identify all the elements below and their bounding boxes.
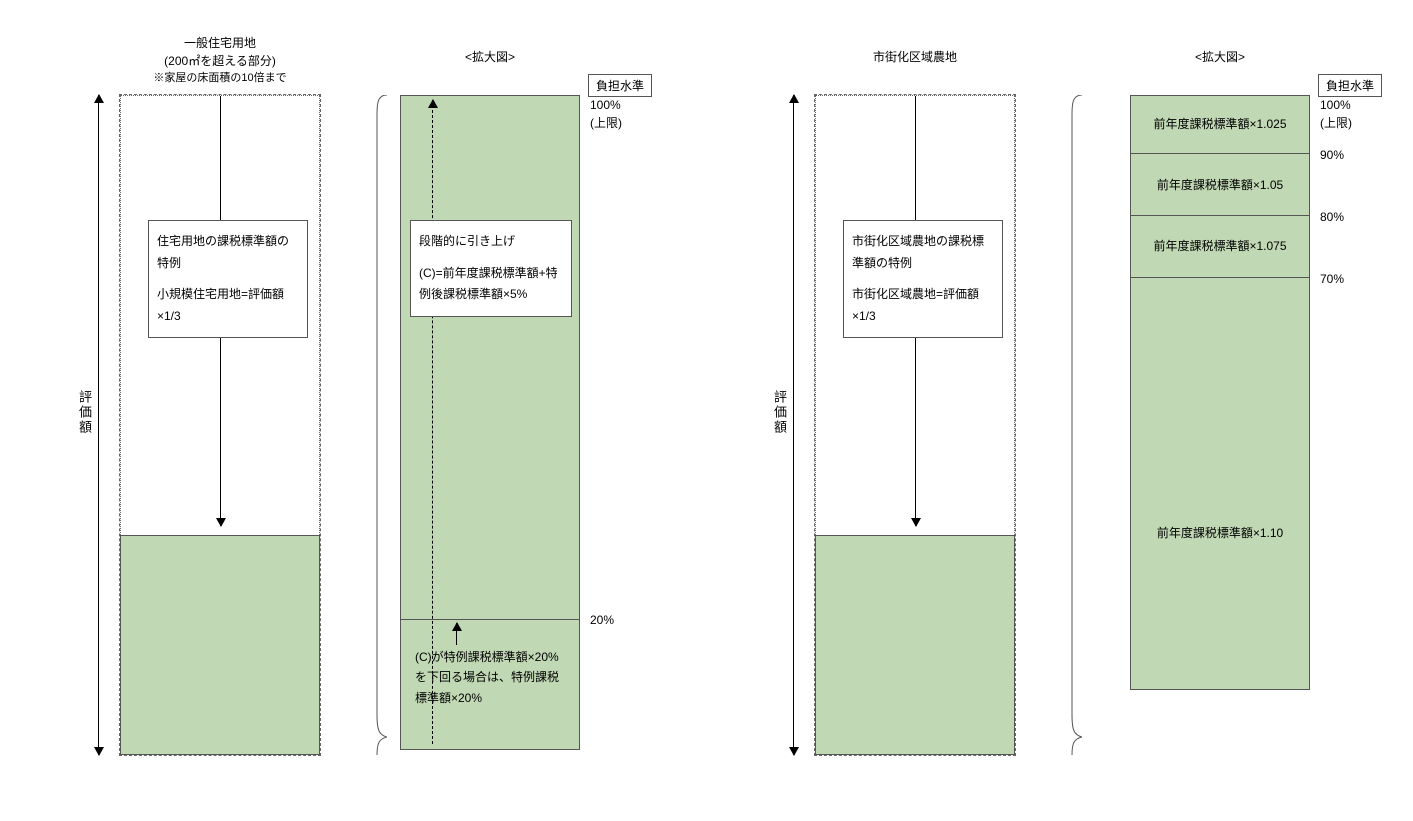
burden-label-right: 負担水準 — [1318, 74, 1382, 97]
panel4-band-below70: 前年度課税標準額×1.10 — [1130, 525, 1310, 542]
panel3-title: 市街化区域農地 — [815, 48, 1015, 66]
diagram-canvas: 一般住宅用地 (200㎡を超える部分) ※家屋の床面積の10倍まで 評価額 住宅… — [20, 20, 1413, 801]
brace-left — [375, 95, 387, 755]
panel4-band-80-70: 前年度課税標準額×1.075 — [1130, 238, 1310, 255]
panel1-fill — [120, 535, 320, 755]
eval-amount-label-right: 評価額 — [770, 390, 789, 435]
panel4-title: <拡大図> — [1130, 48, 1310, 66]
panel3-fill — [815, 535, 1015, 755]
panel4-line-90 — [1130, 153, 1310, 154]
panel4-band-90-80: 前年度課税標準額×1.05 — [1130, 177, 1310, 194]
panel4-tick-70: 70% — [1320, 270, 1344, 288]
brace-right — [1070, 95, 1082, 755]
panel1-textbox: 住宅用地の課税標準額の特例 小規模住宅用地=評価額×1/3 — [148, 220, 308, 338]
panel2-textbox-line2: (C)=前年度課税標準額+特例後課税標準額×5% — [419, 263, 563, 306]
panel2-title: <拡大図> — [400, 48, 580, 66]
panel2-tick-100-sub: (上限) — [590, 116, 622, 130]
eval-amount-arrow-right — [793, 95, 794, 755]
panel4-tick-80: 80% — [1320, 208, 1344, 226]
panel1-title-note: ※家屋の床面積の10倍まで — [120, 70, 320, 87]
panel2-small-up-arrow — [456, 623, 457, 645]
panel3-textbox-line1: 市街化区域農地の課税標準額の特例 — [852, 231, 994, 274]
panel2-20-line — [400, 619, 580, 620]
panel1-textbox-line2: 小規模住宅用地=評価額×1/3 — [157, 284, 299, 327]
panel3-textbox-line2: 市街化区域農地=評価額×1/3 — [852, 284, 994, 327]
panel1-title: 一般住宅用地 (200㎡を超える部分) ※家屋の床面積の10倍まで — [120, 34, 320, 87]
panel2-textbox-line1: 段階的に引き上げ — [419, 231, 563, 253]
panel1-textbox-line1: 住宅用地の課税標準額の特例 — [157, 231, 299, 274]
eval-amount-label-left: 評価額 — [75, 390, 94, 435]
panel4-line-80 — [1130, 215, 1310, 216]
panel4-tick-100-value: 100% — [1320, 98, 1351, 112]
panel4-tick-100: 100% (上限) — [1320, 96, 1352, 132]
panel3-textbox: 市街化区域農地の課税標準額の特例 市街化区域農地=評価額×1/3 — [843, 220, 1003, 338]
panel1-title-line2: (200㎡を超える部分) — [120, 52, 320, 70]
panel2-bottom-text: (C)が特例課税標準額×20%を下回る場合は、特例課税標準額×20% — [415, 647, 570, 708]
eval-amount-arrow-left — [98, 95, 99, 755]
panel2-textbox: 段階的に引き上げ (C)=前年度課税標準額+特例後課税標準額×5% — [410, 220, 572, 317]
panel2-tick-100: 100% (上限) — [590, 96, 622, 132]
panel2-tick-100-value: 100% — [590, 98, 621, 112]
panel2-tick-20: 20% — [590, 611, 614, 629]
panel4-tick-90: 90% — [1320, 146, 1344, 164]
burden-label-left: 負担水準 — [588, 74, 652, 97]
panel4-tick-100-sub: (上限) — [1320, 116, 1352, 130]
panel4-band-100-90: 前年度課税標準額×1.025 — [1130, 116, 1310, 133]
panel4-line-70 — [1130, 277, 1310, 278]
panel1-title-line1: 一般住宅用地 — [120, 34, 320, 52]
